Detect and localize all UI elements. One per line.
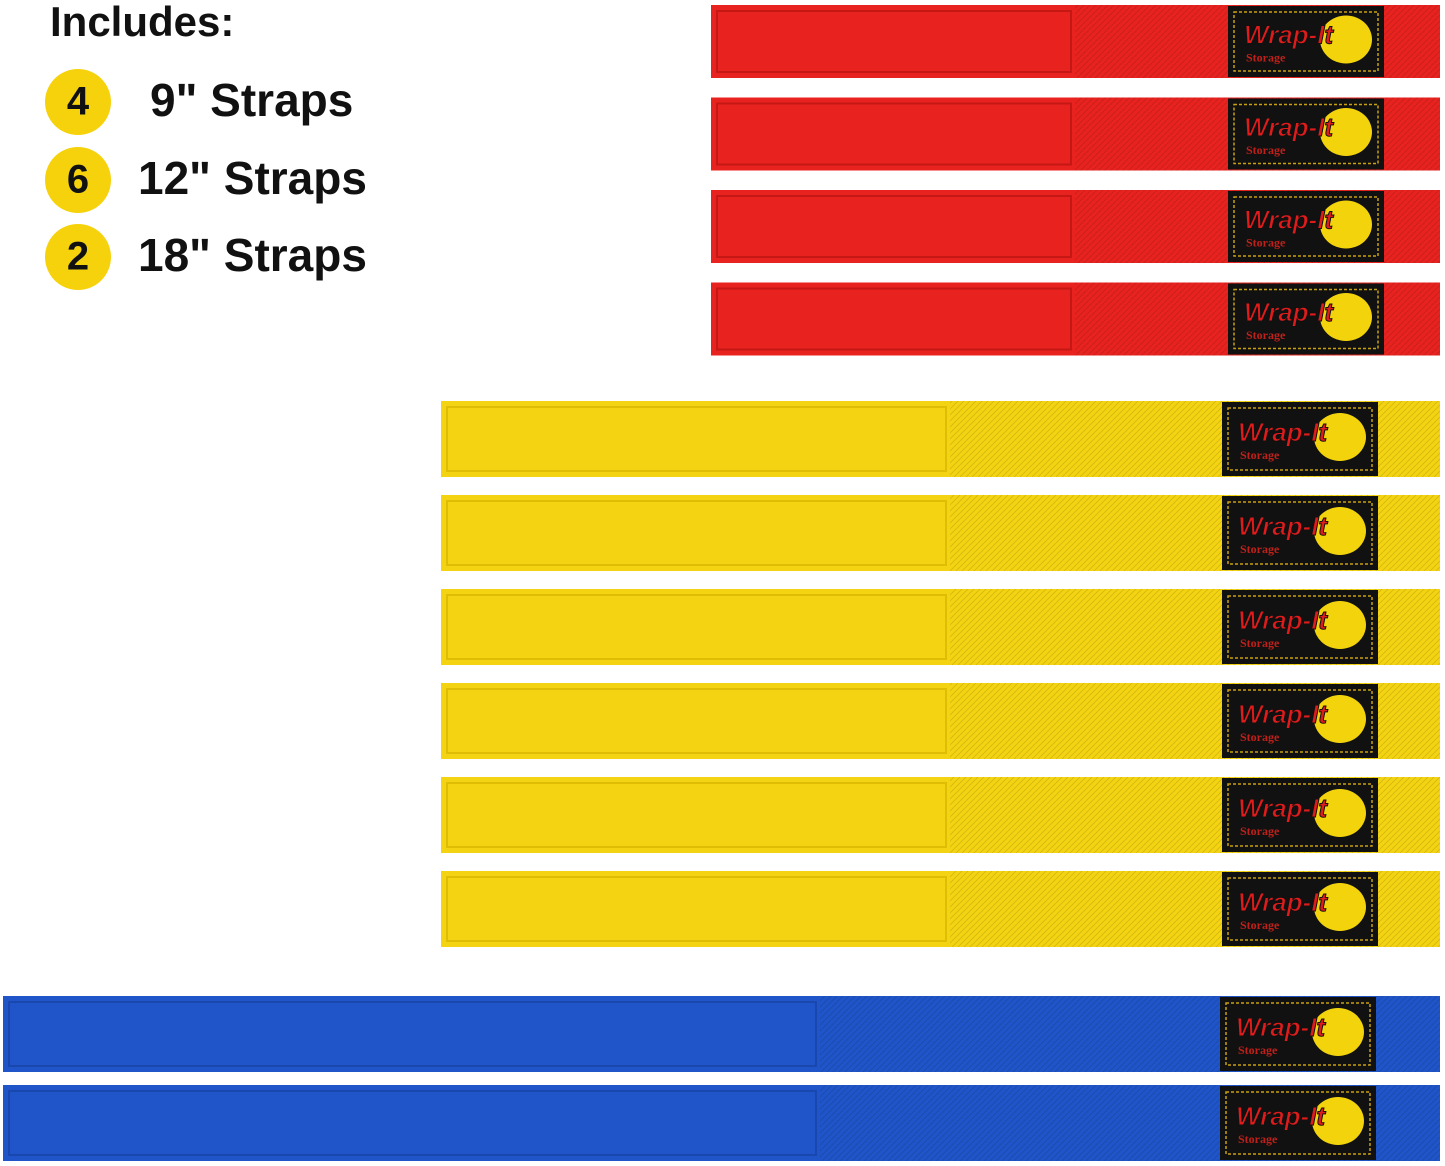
logo-name: Wrap-It [1238, 417, 1328, 447]
logo-name: Wrap-It [1236, 1101, 1326, 1131]
count-badge [45, 147, 111, 213]
logo-oval [1320, 15, 1372, 64]
logo-sub: Storage [1240, 730, 1280, 744]
logo-stitch [1227, 501, 1373, 565]
logo-name: Wrap-It [1238, 793, 1328, 823]
logo-stitch [1227, 877, 1373, 941]
logo-sub: Storage [1246, 328, 1286, 342]
logo-sub: Storage [1240, 636, 1280, 650]
logo-name: Wrap-It [1238, 699, 1328, 729]
strap-hook [8, 1001, 817, 1067]
logo-oval [1314, 695, 1366, 743]
logo-sub: Storage [1240, 542, 1280, 556]
count-badge [45, 224, 111, 290]
strap-hook [446, 782, 947, 848]
logo-stitch [1225, 1002, 1371, 1066]
logo-sub: Storage [1246, 235, 1286, 249]
logo-oval [1314, 883, 1366, 931]
logo-sub: Storage [1240, 918, 1280, 932]
logo-name: Wrap-It [1236, 1012, 1326, 1042]
strap-hook [716, 195, 1072, 258]
strap-hook [446, 406, 947, 472]
logo-sub: Storage [1240, 448, 1280, 462]
logo-stitch [1227, 689, 1373, 753]
logo-oval [1314, 413, 1366, 461]
logo-stitch [1225, 1091, 1371, 1155]
strap-hook [716, 287, 1072, 351]
logo-name: Wrap-It [1244, 204, 1334, 234]
strap-hook [8, 1090, 817, 1156]
logo-oval [1320, 108, 1372, 156]
count: 6 [67, 158, 89, 202]
logo-oval [1312, 1008, 1364, 1056]
logo-name: Wrap-It [1244, 112, 1334, 142]
logo-stitch [1227, 595, 1373, 659]
logo-oval [1312, 1097, 1364, 1145]
logo-stitch [1233, 288, 1379, 350]
logo-sub: Storage [1246, 50, 1286, 64]
logo-sub: Storage [1238, 1043, 1278, 1057]
strap-label: 12" Straps [138, 152, 367, 204]
logo-oval [1314, 789, 1366, 837]
logo-oval [1314, 507, 1366, 555]
strap-label: 9" Straps [150, 74, 353, 126]
strap-hook [716, 102, 1072, 166]
logo-sub: Storage [1246, 143, 1286, 157]
count: 4 [67, 80, 90, 124]
strap-label: 18" Straps [138, 229, 367, 281]
logo-stitch [1233, 196, 1379, 257]
logo-sub: Storage [1240, 824, 1280, 838]
logo-stitch [1227, 407, 1373, 471]
logo-name: Wrap-It [1238, 605, 1328, 635]
logo-sub: Storage [1238, 1132, 1278, 1146]
strap-hook [446, 876, 947, 942]
logo-oval [1320, 293, 1372, 341]
logo-name: Wrap-It [1244, 19, 1334, 49]
logo-stitch [1233, 11, 1379, 72]
logo-stitch [1233, 103, 1379, 165]
count-badge [45, 69, 111, 135]
logo-oval [1314, 601, 1366, 649]
strap-hook [716, 10, 1072, 73]
logo-stitch [1227, 783, 1373, 847]
logo-name: Wrap-It [1244, 297, 1334, 327]
logo-name: Wrap-It [1238, 511, 1328, 541]
count: 2 [67, 235, 89, 279]
strap-hook [446, 688, 947, 754]
includes-title: Includes: [50, 0, 234, 45]
strap-hook [446, 594, 947, 660]
strap-hook [446, 500, 947, 566]
logo-name: Wrap-It [1238, 887, 1328, 917]
logo-oval [1320, 200, 1372, 249]
